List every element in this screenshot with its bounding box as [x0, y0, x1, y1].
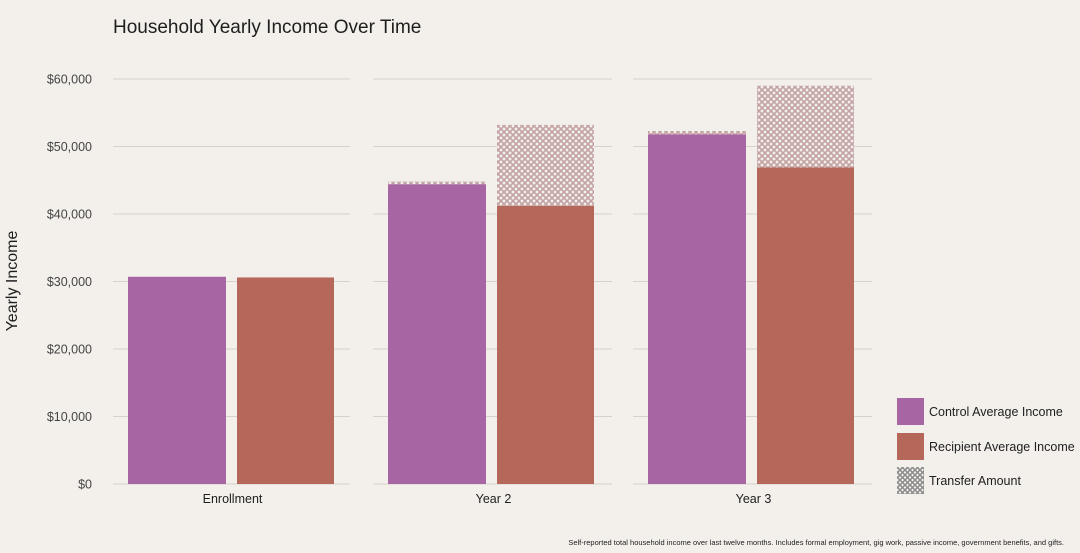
x-tick-label: Year 2 — [476, 492, 512, 506]
bar-control-1 — [388, 184, 486, 485]
y-tick-label: $0 — [78, 478, 92, 492]
legend-swatch-control — [897, 398, 924, 425]
y-axis-ticks: $0 $10,000 $20,000 $30,000 $40,000 $50,000 $60… — [47, 73, 92, 492]
legend-label-recipient: Recipient Average Income — [929, 440, 1075, 454]
y-axis-label: Yearly Income — [4, 231, 21, 332]
footnote: Self-reported total household income ove… — [568, 538, 1064, 547]
legend-label-control: Control Average Income — [929, 405, 1063, 419]
x-tick-label: Year 3 — [736, 492, 772, 506]
legend-swatch-transfer — [897, 467, 924, 494]
bar-control-2 — [648, 134, 746, 484]
bar-transfer-recipient-2 — [757, 85, 854, 168]
legend-swatch-recipient — [897, 433, 924, 460]
bar-recipient-0 — [237, 277, 334, 484]
bar-recipient-1 — [497, 205, 594, 484]
y-tick-label: $60,000 — [47, 73, 92, 87]
bar-transfer-recipient-1 — [497, 124, 594, 206]
y-tick-label: $10,000 — [47, 410, 92, 424]
y-tick-label: $40,000 — [47, 208, 92, 222]
bar-control-0 — [128, 276, 226, 484]
y-tick-label: $50,000 — [47, 140, 92, 154]
bar-transfer-control-2 — [648, 130, 746, 135]
x-axis-ticks: Enrollment Year 2 Year 3 — [203, 492, 772, 506]
x-tick-label: Enrollment — [203, 492, 263, 506]
y-tick-label: $20,000 — [47, 343, 92, 357]
chart-title: Household Yearly Income Over Time — [113, 17, 421, 38]
bar-transfer-control-1 — [388, 181, 486, 185]
legend-label-transfer: Transfer Amount — [929, 474, 1021, 488]
bar-recipient-2 — [757, 167, 854, 485]
legend: Control Average Income Recipient Average… — [897, 398, 1075, 494]
bars — [128, 85, 854, 485]
y-tick-label: $30,000 — [47, 275, 92, 289]
